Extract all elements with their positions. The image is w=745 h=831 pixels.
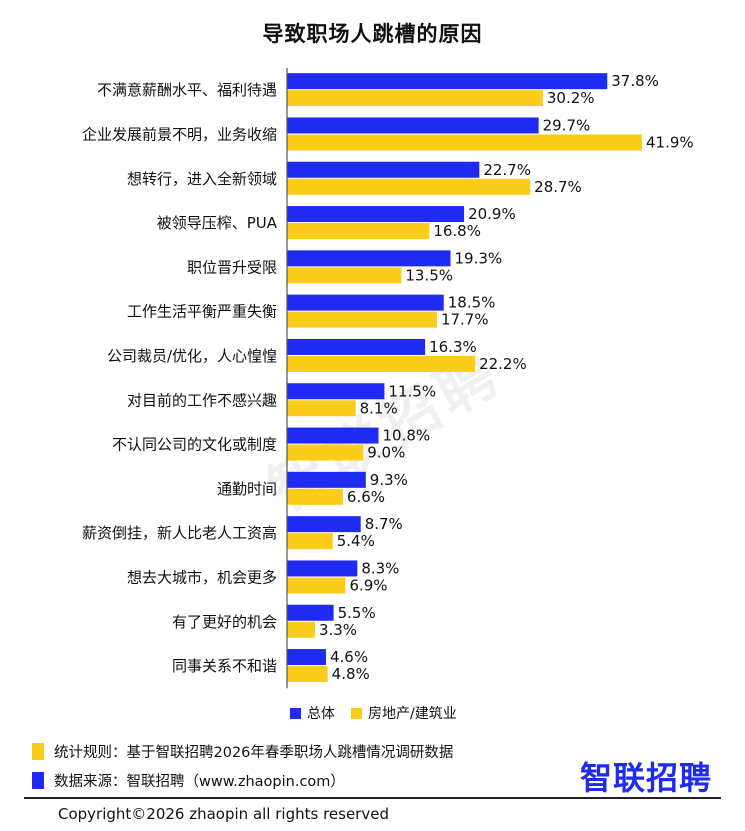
- value-label-overall: 8.3%: [361, 559, 399, 577]
- value-label-realestate: 4.8%: [332, 665, 370, 683]
- legend-label-realestate: 房地产/建筑业: [368, 706, 457, 722]
- bar-overall: [287, 338, 426, 355]
- value-label-realestate: 16.8%: [433, 222, 481, 240]
- bar-realestate: [287, 178, 531, 195]
- value-label-overall: 9.3%: [370, 471, 408, 489]
- legend-swatch-realestate: [351, 707, 362, 719]
- value-label-overall: 19.3%: [455, 249, 503, 267]
- copyright-text: Copyright©2026 zhaopin all rights reserv…: [58, 805, 389, 823]
- value-label-overall: 5.5%: [338, 604, 376, 622]
- footer-divider: [24, 797, 721, 799]
- category-label: 想转行，进入全新领域: [127, 170, 277, 188]
- bar-overall: [287, 383, 385, 400]
- category-label: 同事关系不和谐: [172, 657, 277, 675]
- value-label-realestate: 30.2%: [547, 89, 595, 107]
- value-label-realestate: 8.1%: [360, 399, 398, 417]
- bar-overall: [287, 250, 451, 267]
- value-label-overall: 10.8%: [383, 427, 431, 445]
- bar-realestate: [287, 488, 343, 505]
- legend-item-overall: 总体: [290, 703, 335, 723]
- category-label: 公司裁员/优化，人心惶惶: [107, 347, 277, 365]
- category-label: 有了更好的机会: [172, 613, 277, 631]
- bar-overall: [287, 649, 326, 666]
- data-source-text: 数据来源：智联招聘（www.zhaopin.com）: [54, 774, 345, 790]
- legend-item-realestate: 房地产/建筑业: [351, 703, 457, 723]
- value-label-overall: 22.7%: [483, 161, 531, 179]
- bar-overall: [287, 560, 358, 577]
- bar-realestate: [287, 223, 430, 240]
- bar-overall: [287, 471, 366, 488]
- bar-overall: [287, 73, 608, 90]
- value-label-realestate: 13.5%: [405, 266, 453, 284]
- bar-overall: [287, 161, 480, 178]
- bar-realestate: [287, 400, 356, 417]
- chart-title: 导致职场人跳槽的原因: [262, 22, 483, 46]
- bar-overall: [287, 294, 444, 311]
- category-label: 不满意薪酬水平、福利待遇: [97, 81, 277, 99]
- category-label: 想去大城市，机会更多: [127, 568, 277, 586]
- value-label-realestate: 28.7%: [534, 178, 582, 196]
- value-label-overall: 18.5%: [448, 294, 496, 312]
- chart-legend: 总体 房地产/建筑业: [290, 703, 457, 723]
- bar-realestate: [287, 666, 328, 683]
- category-label: 职位晋升受限: [187, 258, 277, 276]
- category-label: 薪资倒挂，新人比老人工资高: [82, 524, 277, 542]
- value-label-overall: 8.7%: [365, 515, 403, 533]
- bar-realestate: [287, 444, 364, 461]
- bar-realestate: [287, 355, 476, 372]
- value-label-overall: 29.7%: [543, 116, 591, 134]
- value-label-overall: 4.6%: [330, 648, 368, 666]
- category-label: 被领导压榨、PUA: [157, 214, 278, 232]
- bar-overall: [287, 117, 539, 134]
- stat-rule-note: 统计规则：基于智联招聘2026年春季职场人跳槽情况调研数据: [32, 741, 453, 762]
- value-label-realestate: 5.4%: [337, 532, 375, 550]
- bar-overall: [287, 206, 465, 223]
- bar-overall: [287, 427, 379, 444]
- bar-realestate: [287, 134, 642, 151]
- note-marker-yellow: [32, 743, 44, 760]
- value-label-realestate: 41.9%: [646, 133, 694, 151]
- category-label: 不认同公司的文化或制度: [112, 436, 277, 454]
- value-label-realestate: 17.7%: [441, 311, 489, 329]
- bar-overall: [287, 516, 361, 533]
- category-label: 企业发展前景不明，业务收缩: [82, 125, 277, 143]
- category-label: 对目前的工作不感兴趣: [127, 391, 277, 409]
- value-label-overall: 11.5%: [388, 382, 436, 400]
- category-label: 工作生活平衡严重失衡: [127, 303, 277, 321]
- bar-realestate: [287, 267, 402, 284]
- bar-realestate: [287, 621, 315, 638]
- value-label-overall: 16.3%: [429, 338, 477, 356]
- bar-realestate: [287, 90, 543, 107]
- bar-chart: 不满意薪酬水平、福利待遇 37.8% 30.2% 企业发展前景不明，业务收缩 29.7%…: [82, 68, 694, 689]
- bar-realestate: [287, 533, 333, 550]
- value-label-overall: 20.9%: [468, 205, 516, 223]
- bar-overall: [287, 604, 334, 621]
- bar-realestate: [287, 577, 346, 594]
- value-label-overall: 37.8%: [611, 72, 659, 90]
- legend-label-overall: 总体: [307, 706, 335, 722]
- value-label-realestate: 6.9%: [349, 576, 387, 594]
- value-label-realestate: 6.6%: [347, 488, 385, 506]
- value-label-realestate: 3.3%: [319, 621, 357, 639]
- note-marker-blue: [32, 772, 44, 789]
- legend-swatch-overall: [290, 707, 301, 719]
- stat-rule-text: 统计规则：基于智联招聘2026年春季职场人跳槽情况调研数据: [54, 745, 454, 761]
- value-label-realestate: 22.2%: [479, 355, 527, 373]
- category-label: 通勤时间: [217, 480, 277, 498]
- data-source-note: 数据来源：智联招聘（www.zhaopin.com）: [32, 770, 345, 791]
- bar-realestate: [287, 311, 437, 328]
- brand-logo: 智联招聘: [580, 759, 713, 797]
- value-label-realestate: 9.0%: [367, 444, 405, 462]
